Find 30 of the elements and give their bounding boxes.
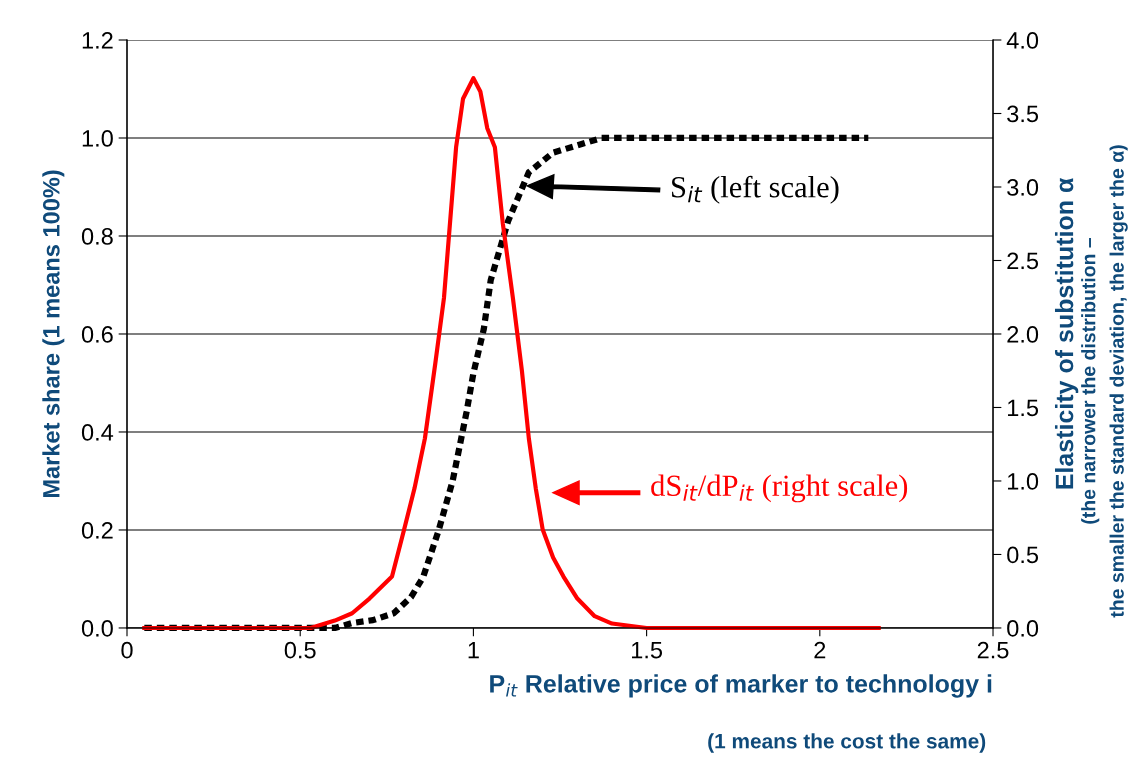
y-axis-title: Market share (1 means 100%) xyxy=(42,170,65,498)
y2-tick-label: 3.0 xyxy=(1007,179,1039,196)
y2-tick-label: 1.5 xyxy=(1008,399,1039,417)
annotation: dS$_{it}$/dP$_{it}$ (right scale) xyxy=(651,474,908,503)
y-tick-label: 0.0 xyxy=(81,620,113,637)
y-tick-label: 0.8 xyxy=(81,228,113,245)
y-tick-label: 0.2 xyxy=(81,522,113,539)
y2-tick-label: 2.5 xyxy=(1007,252,1039,270)
y2-tick-label: 0.5 xyxy=(1007,546,1039,564)
x-tick-label: 1 xyxy=(468,642,479,659)
x-axis-title: P$_{it}$ Relative price of marker to technology i xyxy=(490,674,992,698)
y2-tick-label: 4.0 xyxy=(1006,32,1039,49)
text: the smaller the standard deviation, the larger the α) xyxy=(1109,145,1128,618)
y2-tick-label: 0.0 xyxy=(1007,620,1039,637)
y2-tick-label: 3.5 xyxy=(1007,105,1039,123)
x-tick-label: 1.5 xyxy=(632,642,663,659)
annotation: S$_{it}$ (left scale) xyxy=(672,175,839,204)
x-tick-label: 0 xyxy=(121,641,133,659)
x-tick-label: 2 xyxy=(814,641,826,659)
x-tick-label: 2.5 xyxy=(977,641,1009,659)
text: (1 means the cost the same) xyxy=(708,733,986,753)
y2-tick-label: 1.0 xyxy=(1008,473,1039,490)
y2-axis-title: Elasticity of substitution α xyxy=(1054,177,1079,489)
y-tick-label: 1.0 xyxy=(82,130,113,147)
y-tick-label: 1.2 xyxy=(82,32,113,49)
y-tick-label: 0.4 xyxy=(81,424,114,441)
x-tick-label: 0.5 xyxy=(284,641,316,659)
y-tick-label: 0.6 xyxy=(81,326,113,343)
y2-tick-label: 2.0 xyxy=(1007,326,1039,343)
text: (the narrower the distribution – xyxy=(1081,237,1100,524)
